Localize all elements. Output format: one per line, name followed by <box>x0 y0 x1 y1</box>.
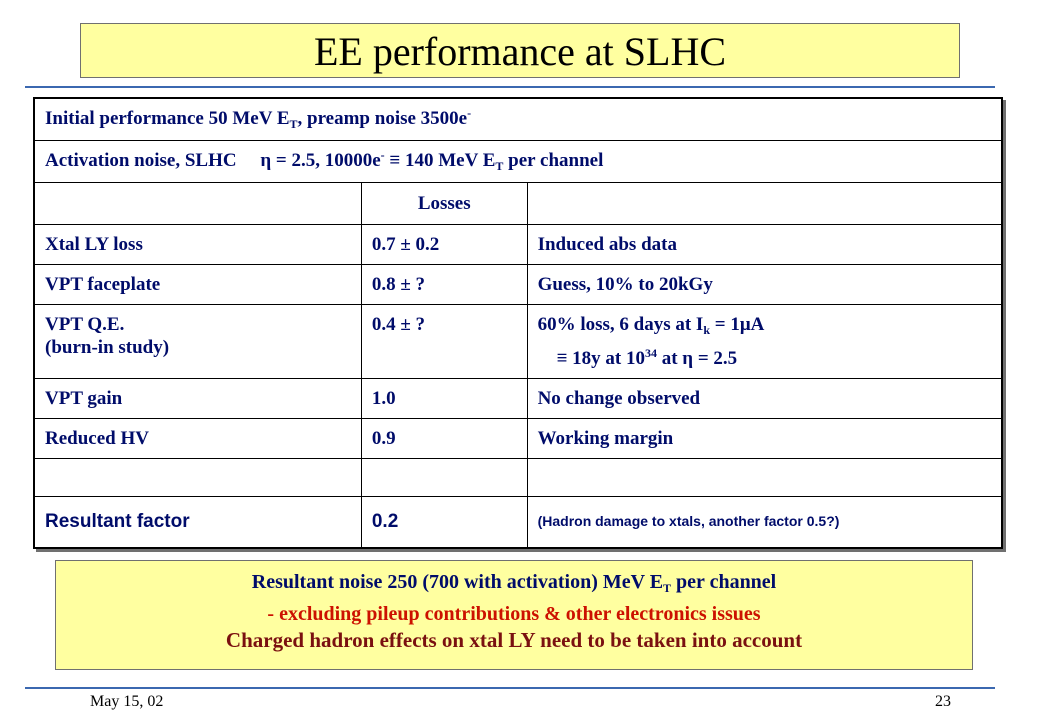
table-cell <box>360 457 528 497</box>
note-cell: Induced abs data <box>526 223 1003 265</box>
table-row: VPT Q.E. (burn-in study) 0.4 ± ? 60% loss… <box>33 303 1003 379</box>
item-cell: Xtal LY loss <box>33 223 362 265</box>
summary-line-1: Resultant noise 250 (700 with activation… <box>251 571 777 595</box>
table-cell <box>526 181 1003 225</box>
losses-table: Initial performance 50 MeV ET, preamp no… <box>33 97 1003 549</box>
table-row: Losses <box>33 181 1003 225</box>
table-row: Xtal LY loss 0.7 ± 0.2 Induced abs data <box>33 223 1003 265</box>
table-row: Initial performance 50 MeV ET, preamp no… <box>33 97 1003 141</box>
bottom-divider <box>25 687 995 689</box>
factor-cell: 0.8 ± ? <box>360 263 528 305</box>
initial-performance-cell: Initial performance 50 MeV ET, preamp no… <box>33 97 1003 141</box>
summary-line-2: - excluding pileup contributions & other… <box>267 603 761 625</box>
summary-box: Resultant noise 250 (700 with activation… <box>55 560 973 670</box>
table-row: Activation noise, SLHC η = 2.5, 10000e- … <box>33 139 1003 183</box>
factor-cell: 0.9 <box>360 417 528 459</box>
summary-line-3: Charged hadron effects on xtal LY need t… <box>225 628 803 652</box>
note-cell: No change observed <box>526 377 1003 419</box>
table-cell <box>526 457 1003 497</box>
table-row <box>33 457 1003 497</box>
item-cell: Resultant factor <box>33 495 362 549</box>
note-cell: (Hadron damage to xtals, another factor … <box>526 495 1003 549</box>
item-cell: VPT Q.E. (burn-in study) <box>33 303 362 379</box>
factor-cell: 0.7 ± 0.2 <box>360 223 528 265</box>
page-number: 23 <box>935 693 951 710</box>
item-cell: VPT gain <box>33 377 362 419</box>
table-row: VPT faceplate 0.8 ± ? Guess, 10% to 20kG… <box>33 263 1003 305</box>
item-cell: VPT faceplate <box>33 263 362 305</box>
slide-title: EE performance at SLHC <box>80 23 960 78</box>
table-cell <box>33 181 362 225</box>
table-row: Reduced HV 0.9 Working margin <box>33 417 1003 459</box>
table-row: VPT gain 1.0 No change observed <box>33 377 1003 419</box>
top-divider <box>25 86 995 88</box>
table-cell <box>33 457 362 497</box>
footer-date: May 15, 02 <box>90 693 164 710</box>
note-cell: Working margin <box>526 417 1003 459</box>
factor-cell: 0.4 ± ? <box>360 303 528 379</box>
factor-cell: 0.2 <box>360 495 528 549</box>
table-row: Resultant factor 0.2 (Hadron damage to x… <box>33 495 1003 549</box>
note-cell: Guess, 10% to 20kGy <box>526 263 1003 305</box>
note-cell: 60% loss, 6 days at Ik = 1μA ≡ 18y at 10… <box>526 303 1003 379</box>
factor-cell: 1.0 <box>360 377 528 419</box>
losses-header: Losses <box>360 181 528 225</box>
item-cell: Reduced HV <box>33 417 362 459</box>
activation-noise-cell: Activation noise, SLHC η = 2.5, 10000e- … <box>33 139 1003 183</box>
